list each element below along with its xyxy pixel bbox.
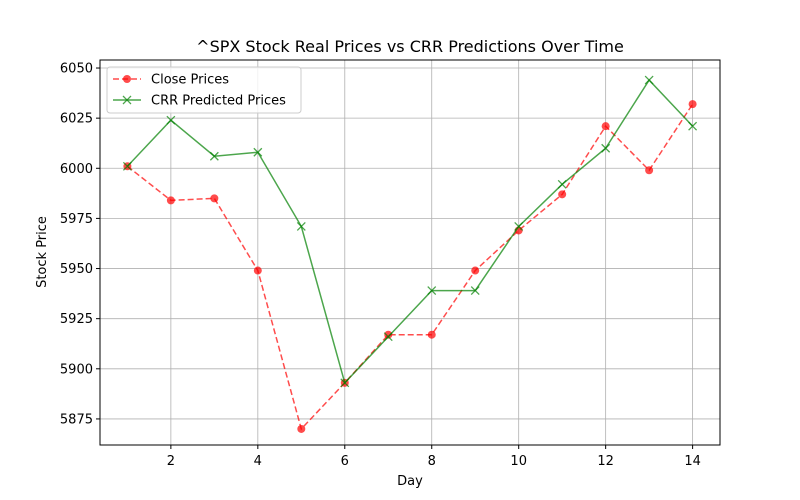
crr-predicted-prices-point: [557, 179, 567, 189]
close-prices-point: [297, 424, 306, 433]
crr-predicted-prices-point: [209, 151, 219, 161]
crr-predicted-prices-point: [514, 221, 524, 231]
x-tick-label: 14: [684, 454, 701, 469]
y-tick-label: 6050: [60, 62, 93, 77]
close-prices-point: [166, 196, 175, 205]
crr-predicted-prices-point: [470, 286, 480, 296]
y-tick-label: 5875: [60, 412, 93, 427]
legend-crr-predicted-prices-label: CRR Predicted Prices: [151, 94, 286, 109]
crr-predicted-prices-point: [166, 115, 176, 125]
series-layer: [122, 75, 698, 433]
crr-predicted-prices-line: [126, 78, 694, 385]
close-prices-point: [210, 194, 219, 203]
close-prices-point: [645, 166, 654, 175]
close-prices-line: [126, 103, 694, 431]
crr-predicted-prices-point: [383, 332, 393, 342]
close-prices-point: [688, 100, 697, 109]
ticks-layer: 2 4 6 8 10 12 14 5875 5900 5925 5950 5975 6000 6025 60…: [60, 62, 701, 469]
crr-predicted-prices-point: [296, 221, 306, 231]
close-prices-point: [384, 330, 393, 339]
crr-predicted-prices-point: [688, 121, 698, 131]
close-prices-point: [558, 190, 567, 199]
crr-predicted-prices-point: [122, 161, 132, 171]
y-axis-label: Stock Price: [35, 216, 50, 288]
legend-close-prices-label: Close Prices: [151, 73, 229, 88]
chart-title: ^SPX Stock Real Prices vs CRR Prediction…: [196, 37, 624, 56]
crr-predicted-prices-point: [644, 75, 654, 85]
legend-crr-predicted-prices-marker: [122, 95, 132, 105]
y-tick-label: 6025: [60, 112, 93, 127]
close-prices-point: [601, 122, 610, 131]
grid-layer: [100, 60, 720, 445]
plot-frame: [99, 59, 721, 446]
legend-close-prices-marker: [123, 75, 131, 83]
y-tick-label: 5950: [60, 262, 93, 277]
y-tick-label: 5925: [60, 312, 93, 327]
x-tick-label: 4: [254, 454, 262, 469]
close-prices-point: [253, 266, 262, 275]
x-axis-label: Day: [397, 474, 423, 489]
x-tick-label: 12: [597, 454, 614, 469]
legend-box: [106, 66, 302, 114]
y-tick-label: 6000: [60, 162, 93, 177]
close-prices-point: [471, 266, 480, 275]
crr-predicted-prices-point: [427, 286, 437, 296]
x-tick-label: 6: [341, 454, 349, 469]
x-tick-label: 10: [510, 454, 527, 469]
y-tick-label: 5900: [60, 362, 93, 377]
y-tick-label: 5975: [60, 212, 93, 227]
crr-predicted-prices-point: [253, 147, 263, 157]
x-tick-label: 2: [167, 454, 175, 469]
close-prices-point: [427, 330, 436, 339]
crr-predicted-prices-point: [340, 378, 350, 388]
crr-predicted-prices-point: [601, 143, 611, 153]
x-tick-label: 8: [428, 454, 436, 469]
legend: Close Prices CRR Predicted Prices: [106, 66, 302, 114]
